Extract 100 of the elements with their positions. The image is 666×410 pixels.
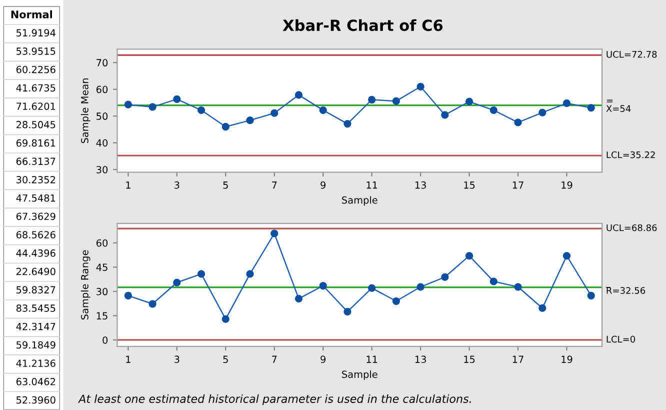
x-tick-label: 1	[126, 182, 130, 189]
point	[441, 111, 449, 119]
x-tick-label: 13	[415, 181, 426, 189]
x-tick-label: 7	[272, 356, 277, 363]
point	[319, 282, 327, 290]
text: At least one estimated historical parameter is used in the calculations.	[78, 394, 471, 406]
point	[538, 304, 546, 312]
text: 28.5045	[16, 120, 56, 128]
x-tick-label: 13	[415, 356, 426, 364]
point	[270, 230, 278, 238]
point	[270, 109, 278, 117]
point	[294, 294, 303, 303]
x-tick-label: 19	[562, 356, 572, 364]
point	[368, 284, 376, 292]
text: 47.5481	[16, 194, 56, 202]
point	[197, 270, 206, 278]
y-tick-label: 30	[96, 288, 108, 296]
text: Normal	[11, 10, 52, 18]
text: 42.3147	[16, 322, 56, 330]
point	[294, 91, 303, 99]
x-axis-title: Sample	[342, 370, 378, 380]
text: 66.3137	[16, 158, 56, 166]
text: 59.8327	[16, 286, 56, 294]
point	[538, 108, 546, 116]
x-tick-label: 15	[464, 356, 475, 364]
point	[416, 283, 424, 291]
y-tick-label: 60	[96, 86, 108, 94]
text: 41.2136	[16, 360, 56, 367]
point	[173, 95, 181, 104]
y-tick-label: 15	[96, 312, 108, 320]
ref-line-label: UCL=68.86	[606, 224, 657, 232]
x-tick-label: 15	[464, 182, 475, 189]
ref-line-label: _R=32.56	[606, 286, 646, 294]
chart-title: Xbar-R Chart of C6	[282, 19, 443, 32]
point	[148, 300, 156, 308]
point	[246, 116, 254, 124]
point	[246, 270, 254, 278]
point	[344, 308, 352, 316]
text: 44.4396	[16, 249, 56, 257]
text: 53.9515	[16, 48, 56, 55]
ref-line-label: = X=54	[606, 100, 631, 112]
point	[514, 118, 522, 126]
point	[465, 98, 474, 106]
point	[124, 100, 132, 108]
point	[587, 104, 595, 112]
point	[587, 292, 595, 300]
text: 83.5455	[16, 304, 56, 312]
x-tick-label: 17	[512, 182, 524, 189]
point	[368, 96, 376, 104]
y-axis-title: Sample Range	[80, 250, 90, 320]
x-tick-label: 5	[223, 182, 228, 189]
text: 51.9194	[16, 29, 56, 37]
point	[222, 122, 230, 131]
text: 71.6201	[16, 102, 56, 110]
x-tick-label: 11	[366, 182, 378, 189]
x-tick-label: 3	[174, 356, 180, 364]
y-tick-label: 70	[96, 59, 108, 66]
point	[514, 283, 522, 291]
x-tick-label: 1	[126, 356, 130, 363]
point	[490, 106, 498, 114]
y-tick-label: 50	[96, 112, 108, 120]
text: 60.2256	[16, 66, 56, 74]
ref-line-label: UCL=72.78	[606, 50, 657, 58]
point	[416, 82, 424, 90]
point	[344, 120, 352, 128]
y-axis-title: Sample Mean	[80, 78, 90, 144]
x-axis-title: Sample	[342, 196, 378, 206]
x-tick-label: 7	[272, 182, 277, 189]
x-tick-label: 19	[562, 181, 572, 189]
text: 52.3960	[16, 396, 56, 404]
text: 41.6735	[16, 84, 56, 92]
point	[222, 315, 230, 323]
point	[562, 99, 571, 108]
text: 69.8161	[16, 139, 56, 147]
x-tick-label: 11	[366, 356, 378, 363]
x-tick-label: 9	[320, 356, 326, 364]
x-tick-label: 9	[320, 181, 326, 189]
y-tick-label: 40	[96, 139, 108, 147]
point	[173, 278, 181, 286]
point	[148, 103, 156, 111]
point	[490, 278, 498, 286]
text: 68.5626	[16, 231, 56, 238]
x-tick-label: 5	[223, 356, 228, 364]
y-tick-label: 45	[96, 264, 108, 271]
ref-line-label: LCL=35.22	[606, 151, 655, 158]
text: 22.6490	[16, 268, 56, 276]
point	[124, 292, 132, 300]
text: 67.3629	[16, 212, 56, 220]
ref-line-label: LCL=0	[606, 336, 636, 343]
point	[465, 252, 474, 260]
text: 63.0462	[16, 378, 56, 386]
y-tick-label: 30	[96, 166, 108, 174]
y-tick-label: 60	[96, 239, 108, 247]
x-tick-label: 3	[174, 181, 180, 189]
point	[562, 252, 571, 260]
point	[319, 106, 327, 114]
x-tick-label: 17	[512, 356, 524, 363]
point	[441, 273, 449, 281]
text: 59.1849	[16, 341, 56, 349]
point	[392, 97, 400, 105]
